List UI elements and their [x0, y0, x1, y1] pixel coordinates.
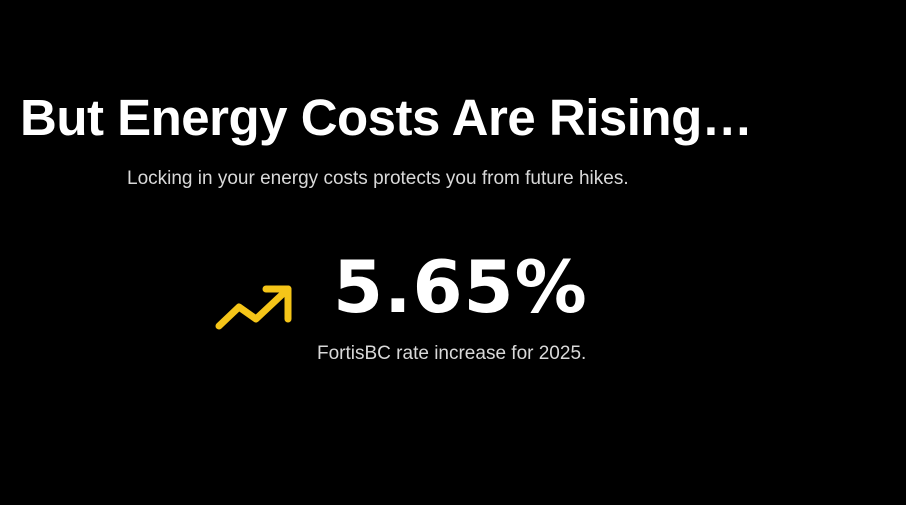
trend-line	[215, 285, 292, 330]
trend-arrowhead	[262, 285, 292, 323]
section-subheading: Locking in your energy costs protects yo…	[127, 168, 629, 189]
rate-increase-caption: FortisBC rate increase for 2025.	[317, 343, 587, 364]
trending-up-icon	[215, 285, 292, 330]
rate-increase-value: 5.65%	[333, 245, 588, 329]
section-heading: But Energy Costs Are Rising…	[20, 89, 753, 146]
